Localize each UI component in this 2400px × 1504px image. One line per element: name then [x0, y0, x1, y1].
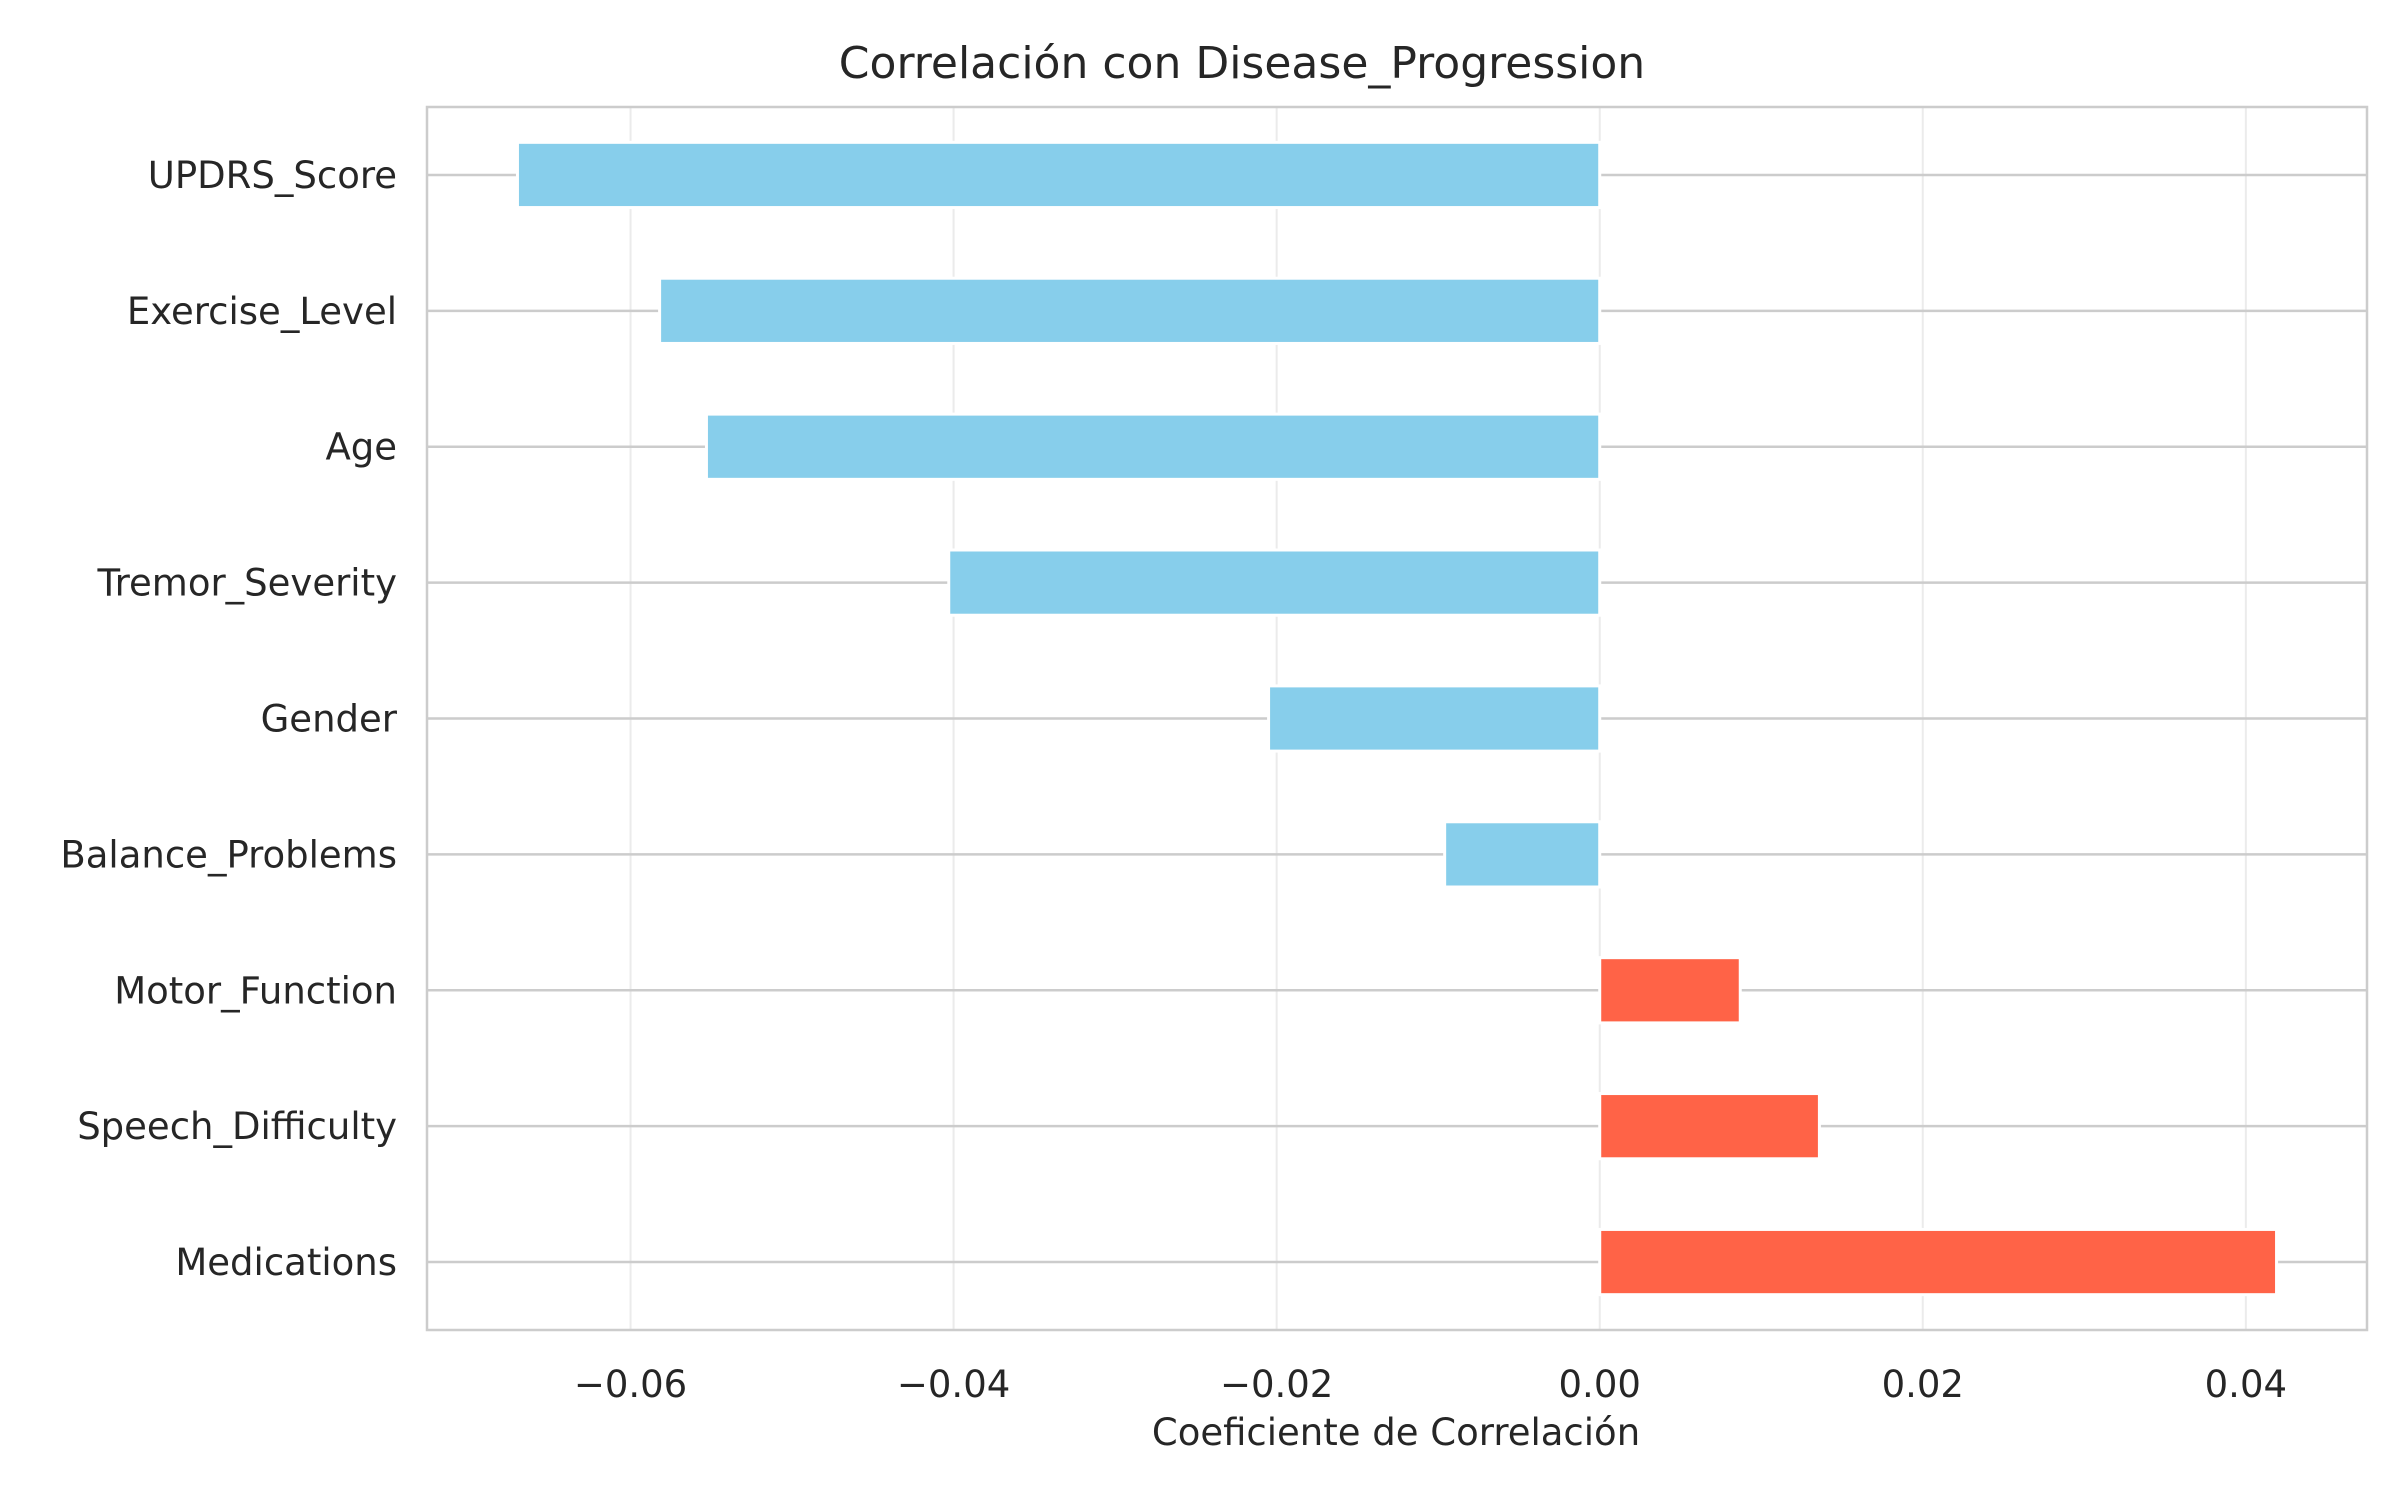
- x-tick-label: 0.04: [2205, 1363, 2287, 1406]
- bar-speech-difficulty: [1598, 1092, 1821, 1161]
- y-tick-label: Gender: [261, 698, 398, 741]
- bar-age: [704, 412, 1602, 481]
- bar-gender: [1267, 684, 1602, 753]
- x-tick-label: 0.00: [1559, 1363, 1641, 1406]
- grid-layer: [427, 107, 2367, 1330]
- bar-balance-problems: [1443, 820, 1602, 889]
- y-tick-label: Speech_Difficulty: [77, 1105, 397, 1148]
- y-tick-label: Medications: [175, 1241, 397, 1284]
- y-tick-label: UPDRS_Score: [148, 154, 397, 197]
- x-tick-label: 0.02: [1882, 1363, 1964, 1406]
- y-tick-label: Motor_Function: [114, 969, 397, 1012]
- y-tick-label: Tremor_Severity: [96, 562, 397, 605]
- x-tick-label: −0.04: [897, 1363, 1010, 1406]
- bar-medications: [1598, 1227, 2279, 1297]
- bar-updrs-score: [515, 140, 1602, 210]
- x-tick-label: −0.02: [1220, 1363, 1333, 1406]
- plot-area-frame: [425, 105, 2369, 1332]
- x-tick-labels: −0.06 −0.04 −0.02 0.00 0.02 0.04: [574, 1363, 2287, 1406]
- y-tick-label: Balance_Problems: [60, 833, 397, 876]
- bars-layer: [515, 140, 2279, 1297]
- x-axis-label: Coeficiente de Correlación: [1152, 1411, 1640, 1454]
- chart-title: Correlación con Disease_Progression: [839, 38, 1645, 89]
- bar-motor-function: [1598, 956, 1742, 1025]
- bar-tremor-severity: [947, 548, 1602, 617]
- y-tick-label: Age: [325, 426, 397, 469]
- y-tick-label: Exercise_Level: [127, 290, 397, 333]
- x-tick-label: −0.06: [574, 1363, 687, 1406]
- bar-exercise-level: [658, 276, 1602, 345]
- y-tick-labels: UPDRS_Score Exercise_Level Age Tremor_Sever…: [60, 154, 397, 1284]
